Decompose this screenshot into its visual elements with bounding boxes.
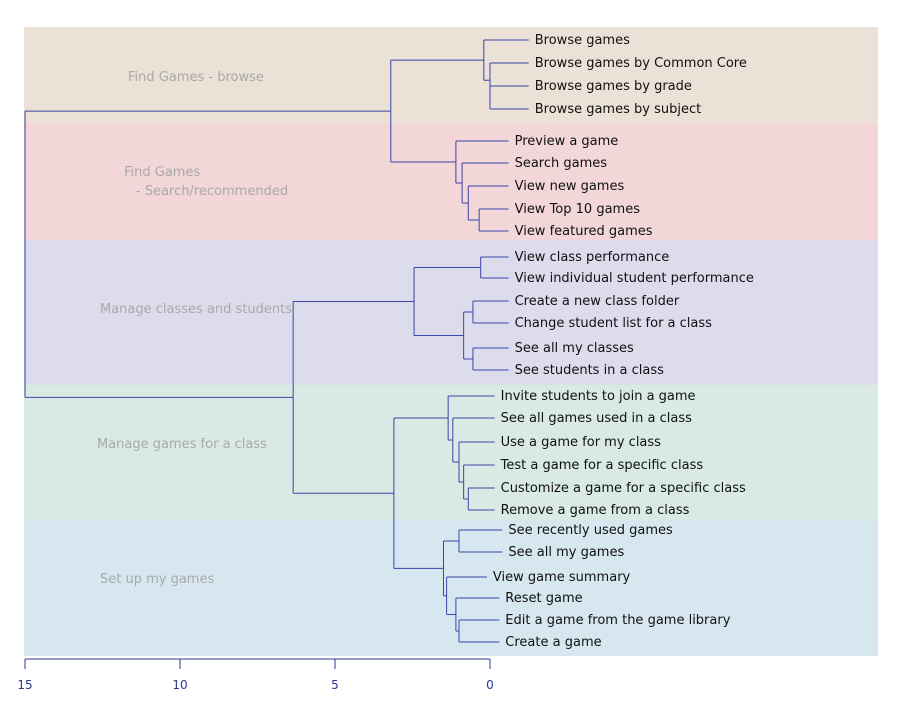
group-labels: Find Games - browse Find Games - Search/re… xyxy=(97,70,292,587)
group-label: Manage classes and students xyxy=(100,302,292,317)
leaf-label: Customize a game for a specific class xyxy=(501,481,746,496)
leaf-label: Preview a game xyxy=(515,134,619,149)
group-label: Find Games - browse xyxy=(128,70,264,85)
group-band xyxy=(24,123,878,240)
leaf-label: View individual student performance xyxy=(515,271,754,286)
leaf-label: Browse games by subject xyxy=(535,102,701,117)
group-band xyxy=(24,520,878,656)
leaf-label: Invite students to join a game xyxy=(501,389,696,404)
group-label: Find Games xyxy=(124,165,200,180)
leaf-label: View game summary xyxy=(493,570,631,585)
dendrogram-links xyxy=(24,39,529,643)
leaf-label: See all my classes xyxy=(515,341,634,356)
group-label: Manage games for a class xyxy=(97,437,267,452)
leaf-label: Remove a game from a class xyxy=(501,503,690,518)
leaf-label: Create a game xyxy=(505,635,601,650)
leaf-label: See all games used in a class xyxy=(501,411,692,426)
tick-label: 10 xyxy=(172,678,187,692)
group-bands xyxy=(24,27,878,656)
leaf-label: Change student list for a class xyxy=(515,316,713,331)
leaf-label: See recently used games xyxy=(508,523,673,538)
leaf-label: Test a game for a specific class xyxy=(500,458,704,473)
leaf-label: See all my games xyxy=(508,545,624,560)
group-band xyxy=(24,240,878,385)
leaf-label: Use a game for my class xyxy=(501,435,662,450)
leaf-label: Search games xyxy=(515,156,608,171)
x-axis: 15 10 5 0 xyxy=(17,658,494,692)
leaf-label: Browse games by Common Core xyxy=(535,56,747,71)
leaf-label: Create a new class folder xyxy=(515,294,680,309)
leaf-label: View class performance xyxy=(515,250,670,265)
leaf-label: Edit a game from the game library xyxy=(505,613,730,628)
leaf-label: Browse games xyxy=(535,33,630,48)
leaf-label: View Top 10 games xyxy=(515,202,641,217)
leaf-label: Reset game xyxy=(505,591,582,606)
leaf-labels: Browse games Browse games by Common Core B… xyxy=(493,33,754,650)
leaf-label: Browse games by grade xyxy=(535,79,692,94)
group-band xyxy=(24,385,878,520)
leaf-label: View new games xyxy=(515,179,625,194)
group-band xyxy=(24,27,878,123)
group-label: - Search/recommended xyxy=(136,184,288,199)
leaf-label: See students in a class xyxy=(515,363,665,378)
tick-label: 5 xyxy=(331,678,339,692)
leaf-label: View featured games xyxy=(515,224,653,239)
tick-label: 0 xyxy=(486,678,494,692)
group-label: Set up my games xyxy=(100,572,214,587)
tick-label: 15 xyxy=(17,678,32,692)
